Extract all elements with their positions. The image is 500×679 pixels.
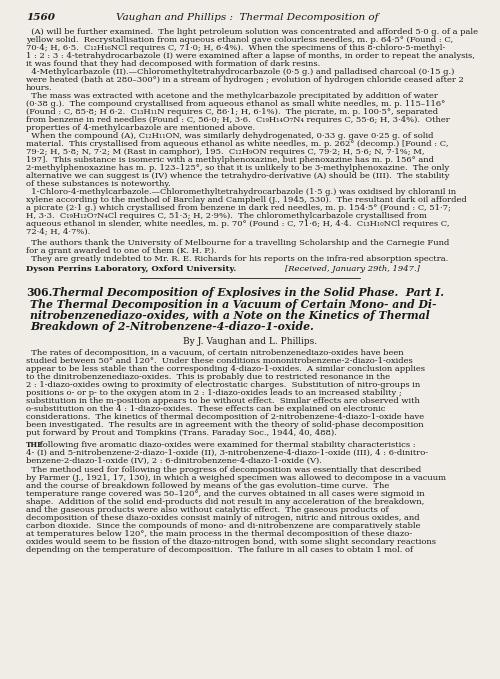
Text: been investigated.  The results are in agreement with the theory of solid-phase : been investigated. The results are in ag… xyxy=(26,421,423,429)
Text: By J. Vaughan and L. Phillips.: By J. Vaughan and L. Phillips. xyxy=(183,337,317,346)
Text: Vaughan and Phillips :  Thermal Decomposition of: Vaughan and Phillips : Thermal Decomposi… xyxy=(116,13,378,22)
Text: 306.: 306. xyxy=(26,287,52,298)
Text: oxides would seem to be fission of the diazo-nitrogen bond, with some slight sec: oxides would seem to be fission of the d… xyxy=(26,538,436,546)
Text: (Found : C, 85·8; H 6·2.  C₁₃H₁₁N requires C, 86·1; H, 6·1%).  The picrate, m. p: (Found : C, 85·8; H 6·2. C₁₃H₁₁N require… xyxy=(26,108,438,116)
Text: hours.: hours. xyxy=(26,84,52,92)
Text: studied between 50° and 120°.  Under these conditions mononitrobenzene-2-diazo-1: studied between 50° and 120°. Under thes… xyxy=(26,357,413,365)
Text: The rates of decomposition, in a vacuum, of certain nitrobenzenediazo-oxides hav: The rates of decomposition, in a vacuum,… xyxy=(26,349,404,357)
Text: 4-Methylcarbazole (II).—Chloromethyltetrahydrocarbazole (0·5 g.) and palladised : 4-Methylcarbazole (II).—Chloromethyltetr… xyxy=(26,68,454,76)
Text: THE: THE xyxy=(26,441,44,449)
Text: substitution in the m-position appears to be without effect.  Similar effects ar: substitution in the m-position appears t… xyxy=(26,397,420,405)
Text: 1 : 2 : 3 : 4-tetrahydrocarbazole (I) were examined after a lapse of months, in : 1 : 2 : 3 : 4-tetrahydrocarbazole (I) we… xyxy=(26,52,475,60)
Text: were heated (bath at 280–300°) in a stream of hydrogen ; evolution of hydrogen c: were heated (bath at 280–300°) in a stre… xyxy=(26,76,464,84)
Text: by Farmer (J., 1921, 17, 130), in which a weighed specimen was allowed to decomp: by Farmer (J., 1921, 17, 130), in which … xyxy=(26,474,446,482)
Text: (A) will be further examined.  The light petroleum solution was concentrated and: (A) will be further examined. The light … xyxy=(26,28,478,36)
Text: aqueous ethanol in slender, white needles, m. p. 70° (Found : C, 71·6; H, 4·4.  : aqueous ethanol in slender, white needle… xyxy=(26,220,450,228)
Text: positions o- or p- to the oxygen atom in 2 : 1-diazo-oxides leads to an increase: positions o- or p- to the oxygen atom in… xyxy=(26,389,402,397)
Text: 197].  This substance is isomeric with a methylphenoxazine, but phenoxazine has : 197]. This substance is isomeric with a … xyxy=(26,156,434,164)
Text: o-substitution on the 4 : 1-diazo-oxides.  These effects can be explained on ele: o-substitution on the 4 : 1-diazo-oxides… xyxy=(26,405,386,413)
Text: xylene according to the method of Barclay and Campbell (J., 1945, 530).  The res: xylene according to the method of Barcla… xyxy=(26,196,467,204)
Text: 2 : 1-diazo-oxides owing to proximity of electrostatic charges.  Substitution of: 2 : 1-diazo-oxides owing to proximity of… xyxy=(26,381,420,389)
Text: material.  This crystallised from aqueous ethanol as white needles, m. p. 262° (: material. This crystallised from aqueous… xyxy=(26,140,448,148)
Text: it was found that they had decomposed with formation of dark resins.: it was found that they had decomposed wi… xyxy=(26,60,320,68)
Text: 2-methylphenoxazine has m. p. 123–125°, so that it is unlikely to be 3-methylphe: 2-methylphenoxazine has m. p. 123–125°, … xyxy=(26,164,449,172)
Text: following five aromatic diazo-oxides were examined for thermal stability charact: following five aromatic diazo-oxides wer… xyxy=(37,441,416,449)
Text: for a grant awarded to one of them (K. H. P.).: for a grant awarded to one of them (K. H… xyxy=(26,247,216,255)
Text: They are greatly indebted to Mr. R. E. Richards for his reports on the infra-red: They are greatly indebted to Mr. R. E. R… xyxy=(26,255,448,263)
Text: 1-Chloro-4-methylcarbazole.—Chloromethyltetrahydrocarbazole (1·5 g.) was oxidise: 1-Chloro-4-methylcarbazole.—Chloromethyl… xyxy=(26,188,456,196)
Text: considerations.  The kinetics of thermal decomposition of 2-nitrobenzene-4-diazo: considerations. The kinetics of thermal … xyxy=(26,413,424,421)
Text: 1560: 1560 xyxy=(26,13,55,22)
Text: shape.  Addition of the solid end-products did not result in any acceleration of: shape. Addition of the solid end-product… xyxy=(26,498,424,506)
Text: The Thermal Decomposition in a Vacuum of Certain Mono- and Di-: The Thermal Decomposition in a Vacuum of… xyxy=(30,299,436,310)
Text: 72·4; H, 4·7%).: 72·4; H, 4·7%). xyxy=(26,228,90,236)
Text: carbon dioxide.  Since the compounds of mono- and di-nitrobenzene are comparativ: carbon dioxide. Since the compounds of m… xyxy=(26,522,420,530)
Text: Thermal Decomposition of Explosives in the Solid Phase.  Part I.: Thermal Decomposition of Explosives in t… xyxy=(52,287,444,298)
Text: nitrobenzenediazo-oxides, with a Note on the Kinetics of Thermal: nitrobenzenediazo-oxides, with a Note on… xyxy=(30,310,430,321)
Text: and the course of breakdown followed by means of the gas evolution–time curve.  : and the course of breakdown followed by … xyxy=(26,482,389,490)
Text: at temperatures below 120°, the main process in the thermal decomposition of the: at temperatures below 120°, the main pro… xyxy=(26,530,412,538)
Text: temperature range covered was 50–120°, and the curves obtained in all cases were: temperature range covered was 50–120°, a… xyxy=(26,490,424,498)
Text: 4- (I) and 5-nitrobenzene-2-diazo-1-oxide (II), 3-nitrobenzene-4-diazo-1-oxide (: 4- (I) and 5-nitrobenzene-2-diazo-1-oxid… xyxy=(26,449,428,457)
Text: The mass was extracted with acetone and the methylcarbazole precipitated by addi: The mass was extracted with acetone and … xyxy=(26,92,438,100)
Text: H, 3·3.  C₁₉H₁₂O₇N₄Cl requires C, 51·3; H, 2·9%).  The chloromethylcarbazole cry: H, 3·3. C₁₉H₁₂O₇N₄Cl requires C, 51·3; H… xyxy=(26,212,427,220)
Text: to the dinitrobenzenediazo-oxides.  This is probably due to restricted resonance: to the dinitrobenzenediazo-oxides. This … xyxy=(26,373,390,381)
Text: of these substances is noteworthy.: of these substances is noteworthy. xyxy=(26,180,171,188)
Text: Dyson Perrins Laboratory, Oxford University.: Dyson Perrins Laboratory, Oxford Univers… xyxy=(26,265,236,273)
Text: The method used for following the progress of decomposition was essentially that: The method used for following the progre… xyxy=(26,466,421,474)
Text: depending on the temperature of decomposition.  The failure in all cases to obta: depending on the temperature of decompos… xyxy=(26,546,413,554)
Text: [Received, January 29th, 1947.]: [Received, January 29th, 1947.] xyxy=(285,265,420,273)
Text: The authors thank the University of Melbourne for a travelling Scholarship and t: The authors thank the University of Melb… xyxy=(26,239,450,247)
Text: decomposition of these diazo-oxides consist mainly of nitrogen, nitric and nitro: decomposition of these diazo-oxides cons… xyxy=(26,514,419,522)
Text: a picrate (2·1 g.) which crystallised from benzene in dark red needles, m. p. 15: a picrate (2·1 g.) which crystallised fr… xyxy=(26,204,451,212)
Text: 70·4; H, 6·5.  C₁₂H₁₆NCl requires C, 71·0; H, 6·4%).  When the specimens of this: 70·4; H, 6·5. C₁₂H₁₆NCl requires C, 71·0… xyxy=(26,44,446,52)
Text: benzene-2-diazo-1-oxide (IV), 2 : 6-dinitrobenzene-4-diazo-1-oxide (V).: benzene-2-diazo-1-oxide (IV), 2 : 6-dini… xyxy=(26,457,322,465)
Text: 79·2; H, 5·8; N, 7·2; M (Rast in camphor), 195.  C₁₂H₉ON requires C, 79·2; H, 5·: 79·2; H, 5·8; N, 7·2; M (Rast in camphor… xyxy=(26,148,424,156)
Text: and the gaseous products were also without catalytic effect.  The gaseous produc: and the gaseous products were also witho… xyxy=(26,506,388,514)
Text: from benzene in red needles (Found : C, 56·0; H, 3·6.  C₁₉H₁₄O₇N₄ requires C, 55: from benzene in red needles (Found : C, … xyxy=(26,116,450,124)
Text: appear to be less stable than the corresponding 4-diazo-1-oxides.  A similar con: appear to be less stable than the corres… xyxy=(26,365,425,373)
Text: (0·38 g.).  The compound crystallised from aqueous ethanol as small white needle: (0·38 g.). The compound crystallised fro… xyxy=(26,100,446,108)
Text: properties of 4-methylcarbazole are mentioned above.: properties of 4-methylcarbazole are ment… xyxy=(26,124,255,132)
Text: Breakdown of 2-Nitrobenzene-4-diazo-1-oxide.: Breakdown of 2-Nitrobenzene-4-diazo-1-ox… xyxy=(30,321,314,333)
Text: When the compound (A), C₁₂H₁₁ON, was similarly dehydrogenated, 0·33 g. gave 0·25: When the compound (A), C₁₂H₁₁ON, was sim… xyxy=(26,132,434,140)
Text: alternative we can suggest is (IV) whence the tetrahydro-derivative (A) should b: alternative we can suggest is (IV) whenc… xyxy=(26,172,450,180)
Text: put forward by Prout and Tompkins (Trans. Faraday Soc., 1944, 40, 488).: put forward by Prout and Tompkins (Trans… xyxy=(26,429,337,437)
Text: yellow solid.  Recrystallisation from aqueous ethanol gave colourless needles, m: yellow solid. Recrystallisation from aqu… xyxy=(26,36,453,44)
